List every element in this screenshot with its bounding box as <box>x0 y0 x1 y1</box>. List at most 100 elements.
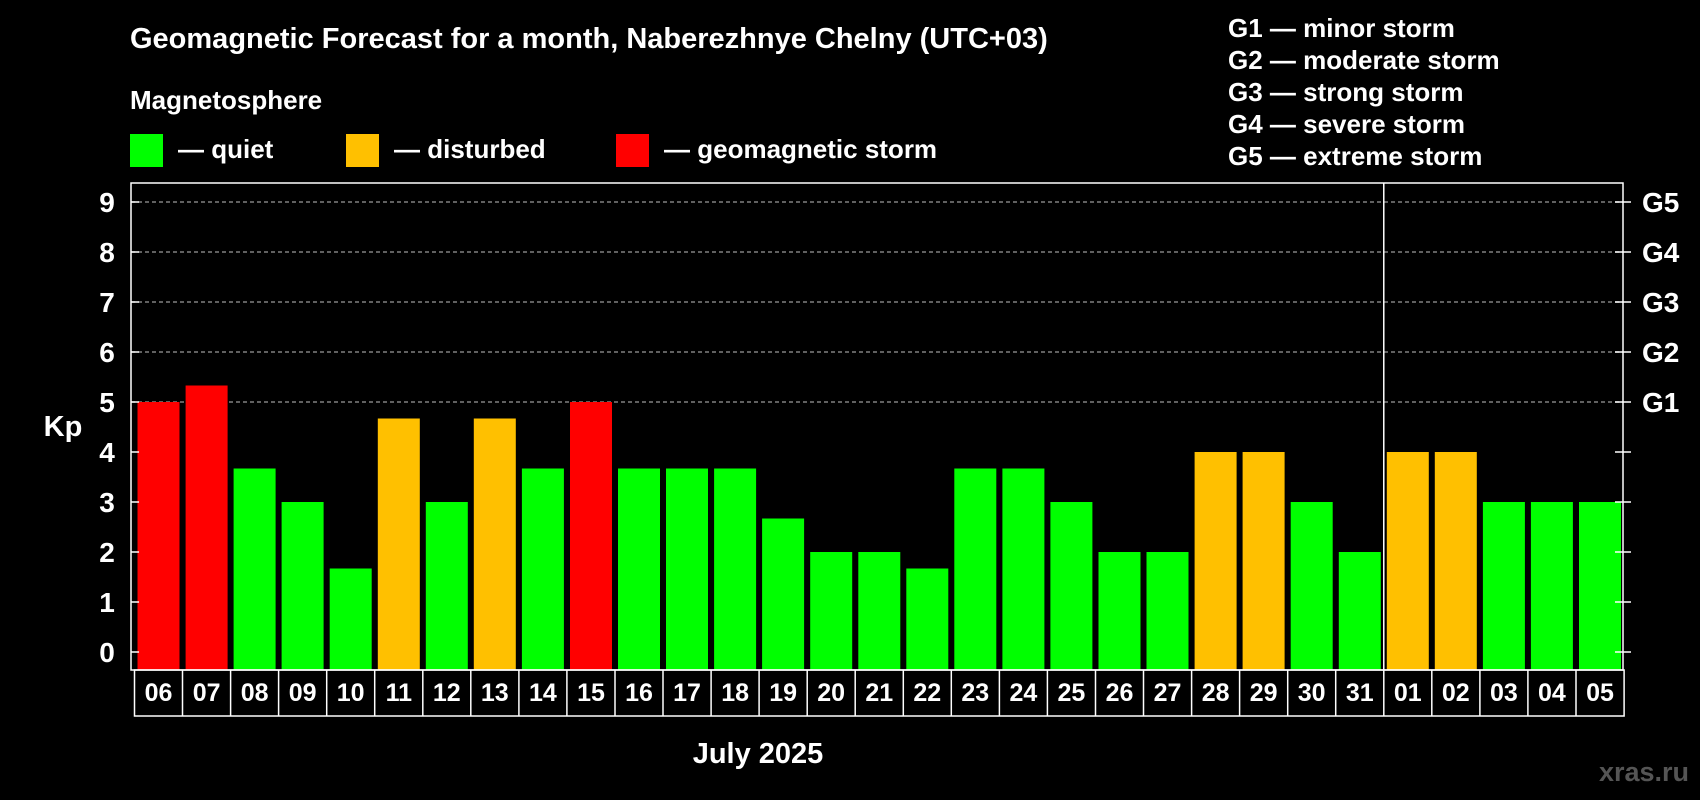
y-tick-label: 7 <box>99 287 115 318</box>
g-legend-item: G4 — severe storm <box>1228 109 1465 139</box>
date-label-16: 16 <box>625 679 653 707</box>
date-label-06: 06 <box>145 679 173 707</box>
date-label-03: 03 <box>1490 679 1518 707</box>
date-label-10: 10 <box>337 679 365 707</box>
bar-16 <box>618 468 660 670</box>
date-label-30: 30 <box>1298 679 1326 707</box>
bar-05 <box>1579 502 1621 670</box>
bar-24 <box>1002 468 1045 670</box>
date-label-14: 14 <box>529 679 557 707</box>
g-legend-item: G5 — extreme storm <box>1228 141 1482 171</box>
date-label-23: 23 <box>961 679 989 707</box>
bar-09 <box>281 502 324 670</box>
date-label-31: 31 <box>1346 679 1374 707</box>
date-label-05: 05 <box>1586 679 1614 707</box>
legend-label-quiet: — quiet <box>178 134 274 164</box>
x-axis-label: July 2025 <box>693 738 824 770</box>
y-tick-label: 5 <box>99 387 115 418</box>
date-label-28: 28 <box>1202 679 1230 707</box>
legend: — quiet — disturbed — geomagnetic storm <box>130 134 937 167</box>
bar-14 <box>521 468 564 670</box>
chart-subtitle: Magnetosphere <box>130 85 322 115</box>
g-legend-item: G1 — minor storm <box>1228 13 1455 43</box>
y-tick-label: 8 <box>99 237 115 268</box>
bar-25 <box>1050 502 1093 670</box>
date-label-19: 19 <box>769 679 797 707</box>
bar-02 <box>1434 452 1477 670</box>
date-label-17: 17 <box>673 679 701 707</box>
bars <box>137 385 1621 670</box>
y-axis-label: Kp <box>44 411 83 443</box>
date-label-09: 09 <box>289 679 317 707</box>
g-legend-item: G2 — moderate storm <box>1228 45 1500 75</box>
y-tick-label: 0 <box>99 637 115 668</box>
y-tick-label: 6 <box>99 337 115 368</box>
bar-10 <box>329 568 372 670</box>
chart-title: Geomagnetic Forecast for a month, Nabere… <box>130 23 1048 55</box>
legend-swatch-disturbed <box>346 134 379 167</box>
date-label-04: 04 <box>1538 679 1566 707</box>
bar-17 <box>666 468 708 670</box>
bar-28 <box>1194 452 1237 670</box>
bar-08 <box>233 468 276 670</box>
bar-27 <box>1146 552 1189 670</box>
bar-11 <box>377 418 420 670</box>
legend-swatch-quiet <box>130 134 163 167</box>
bar-07 <box>185 385 228 670</box>
date-label-01: 01 <box>1394 679 1422 707</box>
date-label-15: 15 <box>577 679 605 707</box>
date-label-24: 24 <box>1009 679 1037 707</box>
bar-04 <box>1530 502 1573 670</box>
bar-12 <box>425 502 468 670</box>
bar-13 <box>473 418 516 670</box>
date-row-border <box>133 669 1625 717</box>
g-tick-label: G3 <box>1642 287 1679 318</box>
g-tick-label: G5 <box>1642 187 1679 218</box>
grid <box>131 201 1623 403</box>
date-label-27: 27 <box>1154 679 1182 707</box>
legend-label-storm: — geomagnetic storm <box>664 134 937 164</box>
date-label-11: 11 <box>386 679 413 707</box>
bar-01 <box>1386 452 1429 670</box>
watermark: xras.ru <box>1599 757 1689 787</box>
y-tick-label: 9 <box>99 187 115 218</box>
date-label-08: 08 <box>241 679 269 707</box>
g-tick-label: G1 <box>1642 387 1679 418</box>
date-label-26: 26 <box>1106 679 1134 707</box>
g-axis: G1 G2 G3 G4 G5 <box>1615 187 1680 653</box>
date-label-25: 25 <box>1057 679 1085 707</box>
date-label-20: 20 <box>817 679 845 707</box>
x-axis: 06 07 08 09 10 11 12 13 14 15 16 17 18 19 20 21 22 23 24 25… <box>133 669 1625 717</box>
y-tick-label: 3 <box>99 487 115 518</box>
date-label-02: 02 <box>1442 679 1470 707</box>
y-axis: 0 1 2 3 4 5 6 7 8 9 <box>99 187 139 668</box>
bar-15 <box>570 402 612 670</box>
g-tick-label: G2 <box>1642 337 1679 368</box>
g-legend-item: G3 — strong storm <box>1228 77 1463 107</box>
date-label-07: 07 <box>193 679 221 707</box>
date-label-22: 22 <box>913 679 941 707</box>
bar-22 <box>906 568 949 670</box>
y-tick-label: 2 <box>99 537 115 568</box>
date-label-18: 18 <box>721 679 749 707</box>
bar-21 <box>858 552 901 670</box>
bar-29 <box>1242 452 1285 670</box>
bar-31 <box>1338 552 1381 670</box>
date-label-13: 13 <box>481 679 509 707</box>
legend-swatch-storm <box>616 134 649 167</box>
bar-19 <box>762 518 805 670</box>
y-tick-label: 4 <box>99 437 115 468</box>
bar-30 <box>1290 502 1333 670</box>
bar-20 <box>810 552 853 670</box>
bar-06 <box>137 402 180 670</box>
bar-03 <box>1482 502 1525 670</box>
bar-18 <box>714 468 757 670</box>
bar-26 <box>1098 552 1141 670</box>
g-tick-label: G4 <box>1642 237 1680 268</box>
legend-label-disturbed: — disturbed <box>394 134 546 164</box>
bar-23 <box>954 468 997 670</box>
date-label-29: 29 <box>1250 679 1278 707</box>
date-label-21: 21 <box>865 679 893 707</box>
